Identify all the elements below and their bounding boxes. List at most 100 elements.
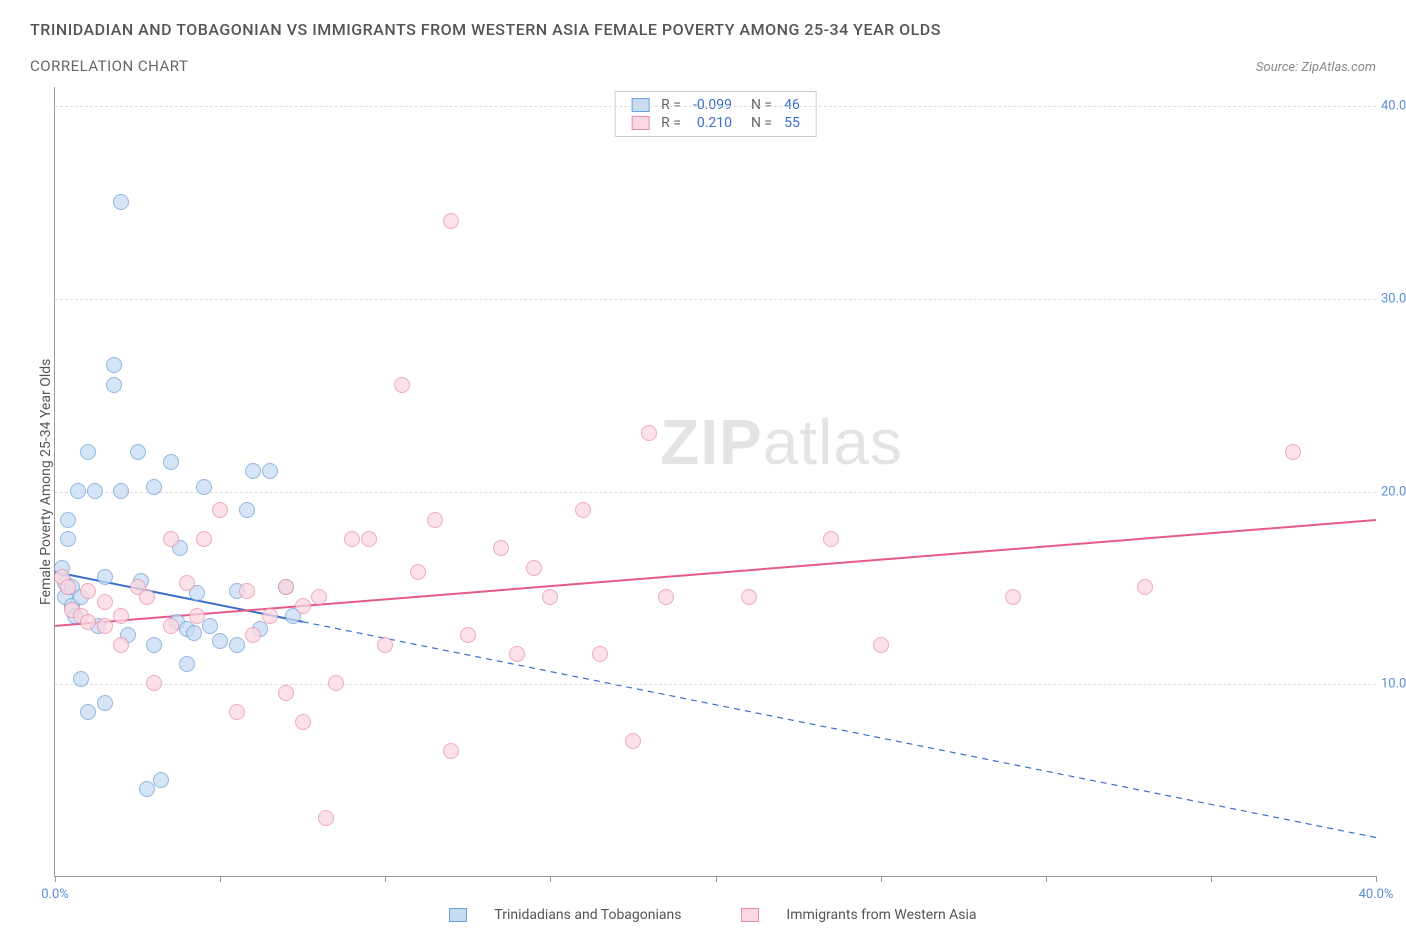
legend-n-value: 46	[778, 96, 806, 114]
scatter-point	[245, 463, 261, 479]
legend-swatch	[741, 908, 759, 922]
scatter-point	[526, 560, 542, 576]
legend-r-label: R =	[655, 96, 687, 114]
scatter-point	[196, 479, 212, 495]
series-legend: Trinidadians and Tobagonians Immigrants …	[30, 907, 1376, 923]
scatter-point	[80, 444, 96, 460]
scatter-point	[113, 483, 129, 499]
grid-line	[55, 106, 1376, 107]
x-tick	[385, 876, 386, 882]
scatter-point	[70, 483, 86, 499]
scatter-point	[179, 656, 195, 672]
scatter-point	[186, 625, 202, 641]
x-tick	[550, 876, 551, 882]
scatter-point	[163, 531, 179, 547]
scatter-point	[344, 531, 360, 547]
scatter-point	[80, 583, 96, 599]
scatter-point	[163, 454, 179, 470]
scatter-point	[278, 579, 294, 595]
watermark: ZIPatlas	[660, 405, 903, 479]
scatter-point	[361, 531, 377, 547]
scatter-point	[394, 377, 410, 393]
x-tick-label: 0.0%	[41, 887, 69, 902]
scatter-point	[60, 512, 76, 528]
scatter-point	[146, 479, 162, 495]
legend-swatch	[631, 116, 649, 130]
scatter-point	[146, 675, 162, 691]
scatter-point	[212, 502, 228, 518]
grid-line	[55, 299, 1376, 300]
chart-container: Female Poverty Among 25-34 Year Olds ZIP…	[30, 87, 1376, 877]
y-tick-label: 20.0%	[1381, 484, 1406, 499]
watermark-light: atlas	[763, 406, 903, 478]
scatter-point	[823, 531, 839, 547]
plot-area: ZIPatlas R =-0.099 N =46R =0.210 N =55 1…	[54, 87, 1376, 877]
legend-r-value: 0.210	[687, 114, 738, 132]
x-tick	[1376, 876, 1377, 882]
chart-title: TRINIDADIAN AND TOBAGONIAN VS IMMIGRANTS…	[30, 20, 1376, 39]
scatter-point	[229, 637, 245, 653]
scatter-point	[318, 810, 334, 826]
scatter-point	[239, 583, 255, 599]
scatter-point	[60, 579, 76, 595]
y-axis-label: Female Poverty Among 25-34 Year Olds	[30, 282, 54, 682]
scatter-point	[196, 531, 212, 547]
scatter-point	[262, 608, 278, 624]
correlation-legend-box: R =-0.099 N =46R =0.210 N =55	[614, 91, 817, 137]
scatter-point	[262, 463, 278, 479]
scatter-point	[189, 608, 205, 624]
scatter-point	[97, 594, 113, 610]
scatter-point	[443, 743, 459, 759]
scatter-point	[80, 704, 96, 720]
scatter-point	[106, 377, 122, 393]
scatter-point	[1005, 589, 1021, 605]
scatter-point	[427, 512, 443, 528]
scatter-point	[97, 569, 113, 585]
scatter-point	[625, 733, 641, 749]
scatter-point	[575, 502, 591, 518]
watermark-bold: ZIP	[660, 406, 763, 478]
scatter-point	[311, 589, 327, 605]
correlation-legend-table: R =-0.099 N =46R =0.210 N =55	[625, 96, 806, 132]
legend-n-label: N =	[738, 114, 778, 132]
trend-lines-svg	[55, 87, 1376, 876]
legend-swatch	[449, 908, 467, 922]
scatter-point	[60, 531, 76, 547]
legend-row: R =-0.099 N =46	[625, 96, 806, 114]
legend-n-value: 55	[778, 114, 806, 132]
scatter-point	[542, 589, 558, 605]
scatter-point	[592, 646, 608, 662]
scatter-point	[202, 618, 218, 634]
x-tick	[716, 876, 717, 882]
scatter-point	[443, 213, 459, 229]
series-legend-item: Immigrants from Western Asia	[721, 907, 976, 923]
y-tick-label: 40.0%	[1381, 99, 1406, 114]
scatter-point	[239, 502, 255, 518]
x-tick	[1046, 876, 1047, 882]
scatter-point	[658, 589, 674, 605]
scatter-point	[295, 714, 311, 730]
scatter-point	[113, 637, 129, 653]
scatter-point	[87, 483, 103, 499]
scatter-point	[130, 444, 146, 460]
x-tick	[220, 876, 221, 882]
legend-row: R =0.210 N =55	[625, 114, 806, 132]
legend-r-value: -0.099	[687, 96, 738, 114]
grid-line	[55, 684, 1376, 685]
scatter-point	[873, 637, 889, 653]
scatter-point	[1285, 444, 1301, 460]
grid-line	[55, 492, 1376, 493]
y-tick-label: 10.0%	[1381, 677, 1406, 692]
scatter-point	[113, 194, 129, 210]
scatter-point	[97, 618, 113, 634]
scatter-point	[106, 357, 122, 373]
scatter-point	[113, 608, 129, 624]
scatter-point	[377, 637, 393, 653]
scatter-point	[146, 637, 162, 653]
x-tick	[881, 876, 882, 882]
scatter-point	[410, 564, 426, 580]
x-tick-label: 40.0%	[1359, 887, 1394, 902]
series-legend-item: Trinidadians and Tobagonians	[429, 907, 681, 923]
source-attribution: Source: ZipAtlas.com	[1256, 60, 1376, 75]
subtitle-row: CORRELATION CHART Source: ZipAtlas.com	[30, 57, 1376, 75]
